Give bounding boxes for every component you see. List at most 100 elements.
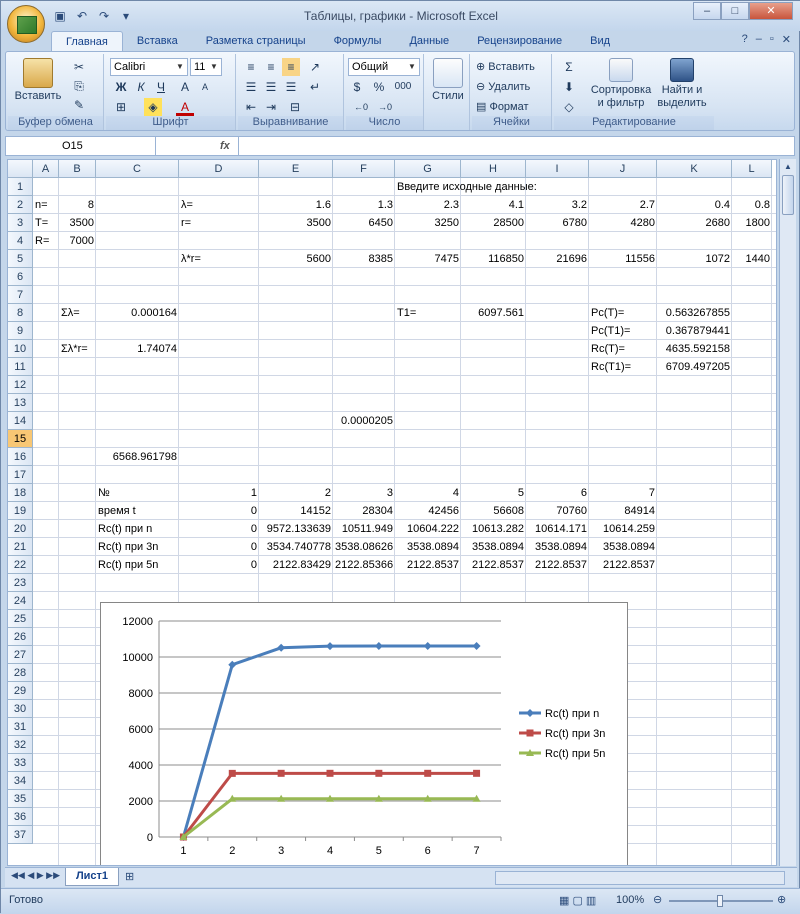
minimize-button[interactable]: – xyxy=(693,2,721,20)
select-all-corner[interactable] xyxy=(8,160,33,178)
first-sheet-icon[interactable]: ◀◀ ◀ ▶ ▶▶ xyxy=(11,870,61,880)
row-header-6[interactable]: 6 xyxy=(8,268,33,286)
insert-cells-button[interactable]: ⊕ Вставить xyxy=(476,58,535,76)
row-header-21[interactable]: 21 xyxy=(8,538,33,556)
close-button[interactable]: ✕ xyxy=(749,2,793,20)
column-header-C[interactable]: C xyxy=(96,160,179,178)
cell-H21[interactable]: 3538.0894 xyxy=(472,541,524,553)
cell-D22[interactable]: 0 xyxy=(250,559,257,571)
cell-K11[interactable]: 6709.497205 xyxy=(665,361,730,373)
row-header-18[interactable]: 18 xyxy=(8,484,33,502)
cell-I20[interactable]: 10614.171 xyxy=(535,523,587,535)
row-header-31[interactable]: 31 xyxy=(8,718,33,736)
find-select-button[interactable]: Найти и выделить xyxy=(654,58,710,110)
function-wizard[interactable]: fx xyxy=(166,137,236,155)
cell-D21[interactable]: 0 xyxy=(250,541,257,553)
row-header-34[interactable]: 34 xyxy=(8,772,33,790)
cell-L2[interactable]: 0.8 xyxy=(754,199,770,211)
cell-B8[interactable]: Σλ= xyxy=(61,307,80,319)
row-header-9[interactable]: 9 xyxy=(8,322,33,340)
cell-I5[interactable]: 21696 xyxy=(556,253,587,265)
cell-E5[interactable]: 5600 xyxy=(306,253,331,265)
cell-G2[interactable]: 2.3 xyxy=(443,199,459,211)
cell-J5[interactable]: 11556 xyxy=(625,253,655,265)
cell-J19[interactable]: 84914 xyxy=(624,505,655,517)
row-header-14[interactable]: 14 xyxy=(8,412,33,430)
cell-G8[interactable]: T1= xyxy=(397,307,417,319)
row-header-19[interactable]: 19 xyxy=(8,502,33,520)
doc-minimize-icon[interactable]: – xyxy=(755,33,762,45)
row-header-7[interactable]: 7 xyxy=(8,286,33,304)
row-header-11[interactable]: 11 xyxy=(8,358,33,376)
row-header-16[interactable]: 16 xyxy=(8,448,33,466)
number-format-combo[interactable]: Общий ▼ xyxy=(348,58,420,76)
scroll-up-icon[interactable]: ▲ xyxy=(784,162,792,171)
formula-input[interactable] xyxy=(238,137,794,155)
cell-K9[interactable]: 0.367879441 xyxy=(665,325,730,337)
italic-button[interactable]: К xyxy=(137,80,145,94)
cell-G21[interactable]: 3538.0894 xyxy=(407,541,459,553)
thousands-button[interactable]: 000 xyxy=(394,81,412,92)
cell-J22[interactable]: 2122.8537 xyxy=(603,559,655,571)
cell-G19[interactable]: 42456 xyxy=(428,505,459,517)
cell-D19[interactable]: 0 xyxy=(250,505,257,517)
grow-font-icon[interactable]: A xyxy=(180,80,189,94)
cell-H18[interactable]: 5 xyxy=(517,487,524,499)
row-header-27[interactable]: 27 xyxy=(8,646,33,664)
save-icon[interactable]: ▣ xyxy=(54,9,66,23)
column-header-I[interactable]: I xyxy=(526,160,589,178)
cell-H5[interactable]: 116850 xyxy=(488,253,524,265)
cell-F18[interactable]: 3 xyxy=(386,487,393,499)
cell-K5[interactable]: 1072 xyxy=(705,253,730,265)
row-header-25[interactable]: 25 xyxy=(8,610,33,628)
column-header-G[interactable]: G xyxy=(395,160,461,178)
row-header-29[interactable]: 29 xyxy=(8,682,33,700)
cell-C16[interactable]: 6568.961798 xyxy=(112,451,177,463)
row-header-8[interactable]: 8 xyxy=(8,304,33,322)
cell-D20[interactable]: 0 xyxy=(250,523,257,535)
cell-C10[interactable]: 1.74074 xyxy=(137,343,177,355)
cell-G20[interactable]: 10604.222 xyxy=(407,523,459,535)
maximize-button[interactable]: □ xyxy=(721,2,749,20)
copy-icon[interactable]: ⎘ xyxy=(74,79,84,93)
row-header-36[interactable]: 36 xyxy=(8,808,33,826)
zoom-out-icon[interactable]: ⊖ xyxy=(653,894,663,906)
row-header-1[interactable]: 1 xyxy=(8,178,33,196)
delete-cells-button[interactable]: ⊖ Удалить xyxy=(476,78,530,96)
cell-K2[interactable]: 0.4 xyxy=(714,199,730,211)
column-header-F[interactable]: F xyxy=(333,160,395,178)
cell-G3[interactable]: 3250 xyxy=(434,217,459,229)
horizontal-scrollbar[interactable] xyxy=(495,871,785,885)
cell-E19[interactable]: 14152 xyxy=(300,505,331,517)
row-header-20[interactable]: 20 xyxy=(8,520,33,538)
tab-data[interactable]: Данные xyxy=(409,35,450,47)
cell-F5[interactable]: 8385 xyxy=(368,253,393,265)
column-header-H[interactable]: H xyxy=(461,160,526,178)
cell-D5[interactable]: λ*r= xyxy=(181,253,201,265)
cell-J21[interactable]: 3538.0894 xyxy=(603,541,655,553)
clear-icon[interactable]: ◇ xyxy=(564,100,574,114)
cell-C18[interactable]: № xyxy=(98,487,110,499)
cell-L5[interactable]: 1440 xyxy=(745,253,770,265)
cell-G18[interactable]: 4 xyxy=(452,487,459,499)
cell-K8[interactable]: 0.563267855 xyxy=(665,307,730,319)
cell-C22[interactable]: Rc(t) при 5n xyxy=(98,559,159,571)
column-header-J[interactable]: J xyxy=(589,160,657,178)
cell-J8[interactable]: Pc(T)= xyxy=(591,307,625,319)
increase-decimal-icon[interactable]: ←0 xyxy=(353,102,368,112)
column-header-D[interactable]: D xyxy=(179,160,259,178)
cell-C20[interactable]: Rc(t) при n xyxy=(98,523,153,535)
fill-color-icon[interactable]: ◈ xyxy=(144,98,162,116)
cell-C8[interactable]: 0.000164 xyxy=(131,307,177,319)
cell-I18[interactable]: 6 xyxy=(580,487,587,499)
merge-center-icon[interactable]: ⊟ xyxy=(289,100,301,114)
cell-H20[interactable]: 10613.282 xyxy=(472,523,524,535)
cell-E21[interactable]: 3534.740778 xyxy=(266,541,331,553)
cell-J20[interactable]: 10614.259 xyxy=(603,523,655,535)
doc-restore-icon[interactable]: ▫ xyxy=(769,33,774,45)
cell-F3[interactable]: 6450 xyxy=(368,217,393,229)
tab-view[interactable]: Вид xyxy=(590,35,611,47)
shrink-font-icon[interactable]: A xyxy=(201,82,208,92)
align-middle-icon[interactable]: ≡ xyxy=(267,60,275,74)
currency-icon[interactable]: $ xyxy=(353,80,361,94)
